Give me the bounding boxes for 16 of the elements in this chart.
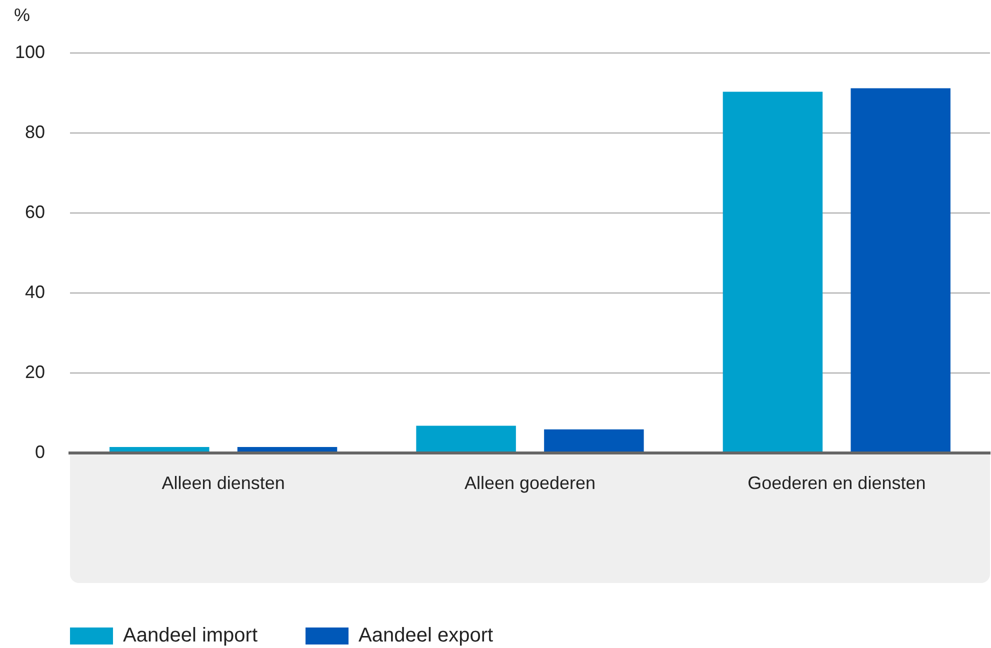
bar — [850, 88, 950, 452]
bar — [416, 426, 516, 452]
x-tick-label: Alleen goederen — [464, 472, 596, 493]
bar — [722, 92, 823, 452]
x-tick-label: Alleen diensten — [162, 472, 285, 493]
y-tick-label: 100 — [14, 42, 45, 62]
y-tick-label: 60 — [24, 202, 45, 222]
y-tick-label: 0 — [34, 442, 45, 462]
x-tick-label: Goederen en diensten — [748, 472, 926, 493]
y-axis-title: % — [14, 4, 30, 25]
y-tick-label: 20 — [24, 362, 45, 382]
legend-label: Aandeel export — [358, 624, 494, 647]
y-tick-label: 80 — [24, 122, 45, 142]
y-tick-label: 40 — [24, 282, 45, 302]
legend-label: Aandeel import — [123, 624, 258, 647]
bar — [544, 429, 644, 452]
